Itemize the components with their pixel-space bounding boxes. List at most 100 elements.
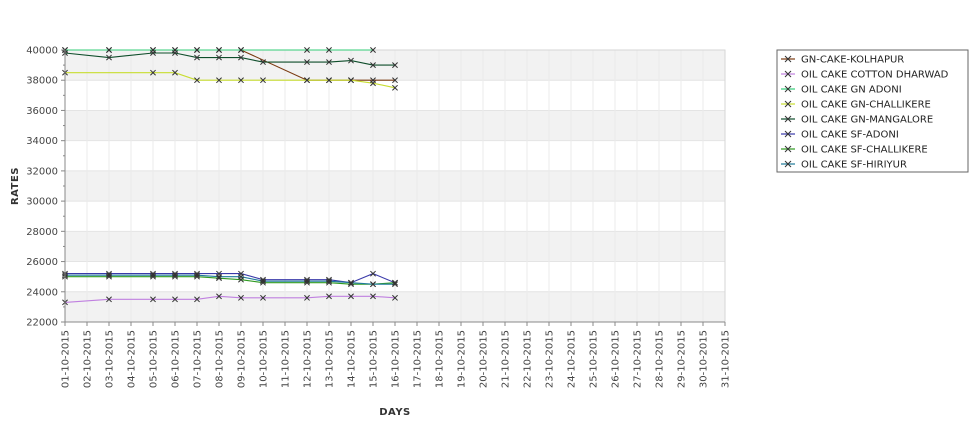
x-tick-label: 09-10-2015 xyxy=(237,330,248,388)
data-point xyxy=(370,293,376,300)
data-point xyxy=(216,47,222,53)
data-point xyxy=(326,279,332,286)
data-point xyxy=(304,59,310,66)
data-point xyxy=(172,273,178,280)
x-tick-label: 21-10-2015 xyxy=(501,330,512,388)
data-point xyxy=(150,296,156,303)
x-tick-label: 14-10-2015 xyxy=(347,330,358,388)
legend-item: OIL CAKE SF-HIRIYUR xyxy=(781,160,907,171)
legend-label: OIL CAKE GN-CHALLIKERE xyxy=(801,100,931,111)
data-point xyxy=(238,54,244,61)
legend-marker xyxy=(784,145,792,153)
x-tick-label: 10-10-2015 xyxy=(259,330,270,388)
data-point xyxy=(260,59,266,66)
data-point xyxy=(304,77,310,84)
legend-item: OIL CAKE GN ADONI xyxy=(781,85,902,96)
series-line-3 xyxy=(65,72,396,89)
legend-item: OIL CAKE GN-CHALLIKERE xyxy=(781,100,931,111)
x-tick-label: 19-10-2015 xyxy=(457,330,468,388)
legend-box xyxy=(776,49,969,173)
x-tick-label: 18-10-2015 xyxy=(435,330,446,388)
data-point xyxy=(194,54,200,61)
data-point xyxy=(370,270,376,277)
legend-label: OIL CAKE SF-HIRIYUR xyxy=(801,160,907,171)
legend-marker xyxy=(784,115,792,123)
data-point xyxy=(326,278,332,285)
legend-item: OIL CAKE SF-CHALLIKERE xyxy=(781,145,928,156)
legend-label: OIL CAKE COTTON DHARWAD xyxy=(801,70,949,81)
data-point xyxy=(304,47,310,53)
x-tick-label: 17-10-2015 xyxy=(413,330,424,388)
x-tick-label: 03-10-2015 xyxy=(105,330,116,388)
y-tick-label: 30000 xyxy=(26,197,58,208)
data-point xyxy=(260,279,266,286)
y-tick-label: 24000 xyxy=(26,287,58,298)
data-point xyxy=(304,278,310,285)
data-point xyxy=(238,294,244,301)
legend-marker xyxy=(784,85,792,93)
x-tick-label: 31-10-2015 xyxy=(721,330,732,388)
data-point xyxy=(392,62,398,69)
y-tick-label: 28000 xyxy=(26,227,58,238)
legend-marker xyxy=(784,70,792,78)
data-point xyxy=(216,77,222,84)
data-point xyxy=(348,281,354,288)
data-point xyxy=(370,281,376,288)
legend-item: GN-CAKE-KOLHAPUR xyxy=(781,55,904,66)
data-point xyxy=(194,273,200,280)
x-tick-label: 25-10-2015 xyxy=(589,330,600,388)
data-point xyxy=(194,77,200,84)
x-tick-label: 11-10-2015 xyxy=(281,330,292,388)
x-tick-label: 30-10-2015 xyxy=(699,330,710,388)
data-point xyxy=(194,272,200,279)
x-tick-label: 04-10-2015 xyxy=(127,330,138,388)
data-point xyxy=(106,54,112,61)
series-markers xyxy=(62,47,398,306)
legend: GN-CAKE-KOLHAPUR OIL CAKE COTTON DHARWAD O… xyxy=(776,49,969,173)
data-point xyxy=(150,273,156,280)
data-point xyxy=(260,278,266,285)
data-point xyxy=(392,294,398,301)
data-point xyxy=(348,77,354,84)
x-tick-label: 07-10-2015 xyxy=(193,330,204,388)
data-point xyxy=(216,293,222,300)
x-tick-label: 28-10-2015 xyxy=(655,330,666,388)
legend-item: OIL CAKE GN-MANGALORE xyxy=(781,115,933,126)
x-tick-label: 12-10-2015 xyxy=(303,330,314,388)
data-point xyxy=(260,294,266,301)
data-point xyxy=(172,272,178,279)
data-point xyxy=(260,77,266,84)
data-point xyxy=(304,294,310,301)
data-point xyxy=(392,279,398,286)
data-point xyxy=(348,279,354,286)
x-tick-label: 24-10-2015 xyxy=(567,330,578,388)
data-point xyxy=(216,273,222,280)
x-tick-label: 06-10-2015 xyxy=(171,330,182,388)
data-point xyxy=(106,273,112,280)
x-tick-label: 26-10-2015 xyxy=(611,330,622,388)
legend-item: OIL CAKE COTTON DHARWAD xyxy=(781,70,949,81)
y-tick-label: 26000 xyxy=(26,257,58,268)
x-axis-ticks: 01-10-2015 02-10-2015 03-10-2015 04-10-2015… xyxy=(61,322,732,388)
y-tick-label: 38000 xyxy=(26,76,58,87)
x-tick-label: 15-10-2015 xyxy=(369,330,380,388)
data-point xyxy=(370,62,376,69)
y-axis-ticks: 22000 24000 26000 28000 30000 32000 34000 36000… xyxy=(26,46,65,329)
data-point xyxy=(150,272,156,279)
data-point xyxy=(150,69,156,76)
data-point xyxy=(106,47,112,53)
x-tick-label: 27-10-2015 xyxy=(633,330,644,388)
data-point xyxy=(172,69,178,76)
y-tick-label: 32000 xyxy=(26,166,58,177)
legend-marker xyxy=(784,55,792,63)
data-point xyxy=(172,296,178,303)
data-point xyxy=(326,59,332,66)
x-axis-title: DAYS xyxy=(379,407,411,418)
data-point xyxy=(370,47,376,53)
x-tick-label: 16-10-2015 xyxy=(391,330,402,388)
legend-label: OIL CAKE SF-ADONI xyxy=(801,130,899,141)
x-tick-label: 01-10-2015 xyxy=(61,330,72,388)
x-tick-label: 29-10-2015 xyxy=(677,330,688,388)
legend-item: OIL CAKE SF-ADONI xyxy=(781,130,899,141)
